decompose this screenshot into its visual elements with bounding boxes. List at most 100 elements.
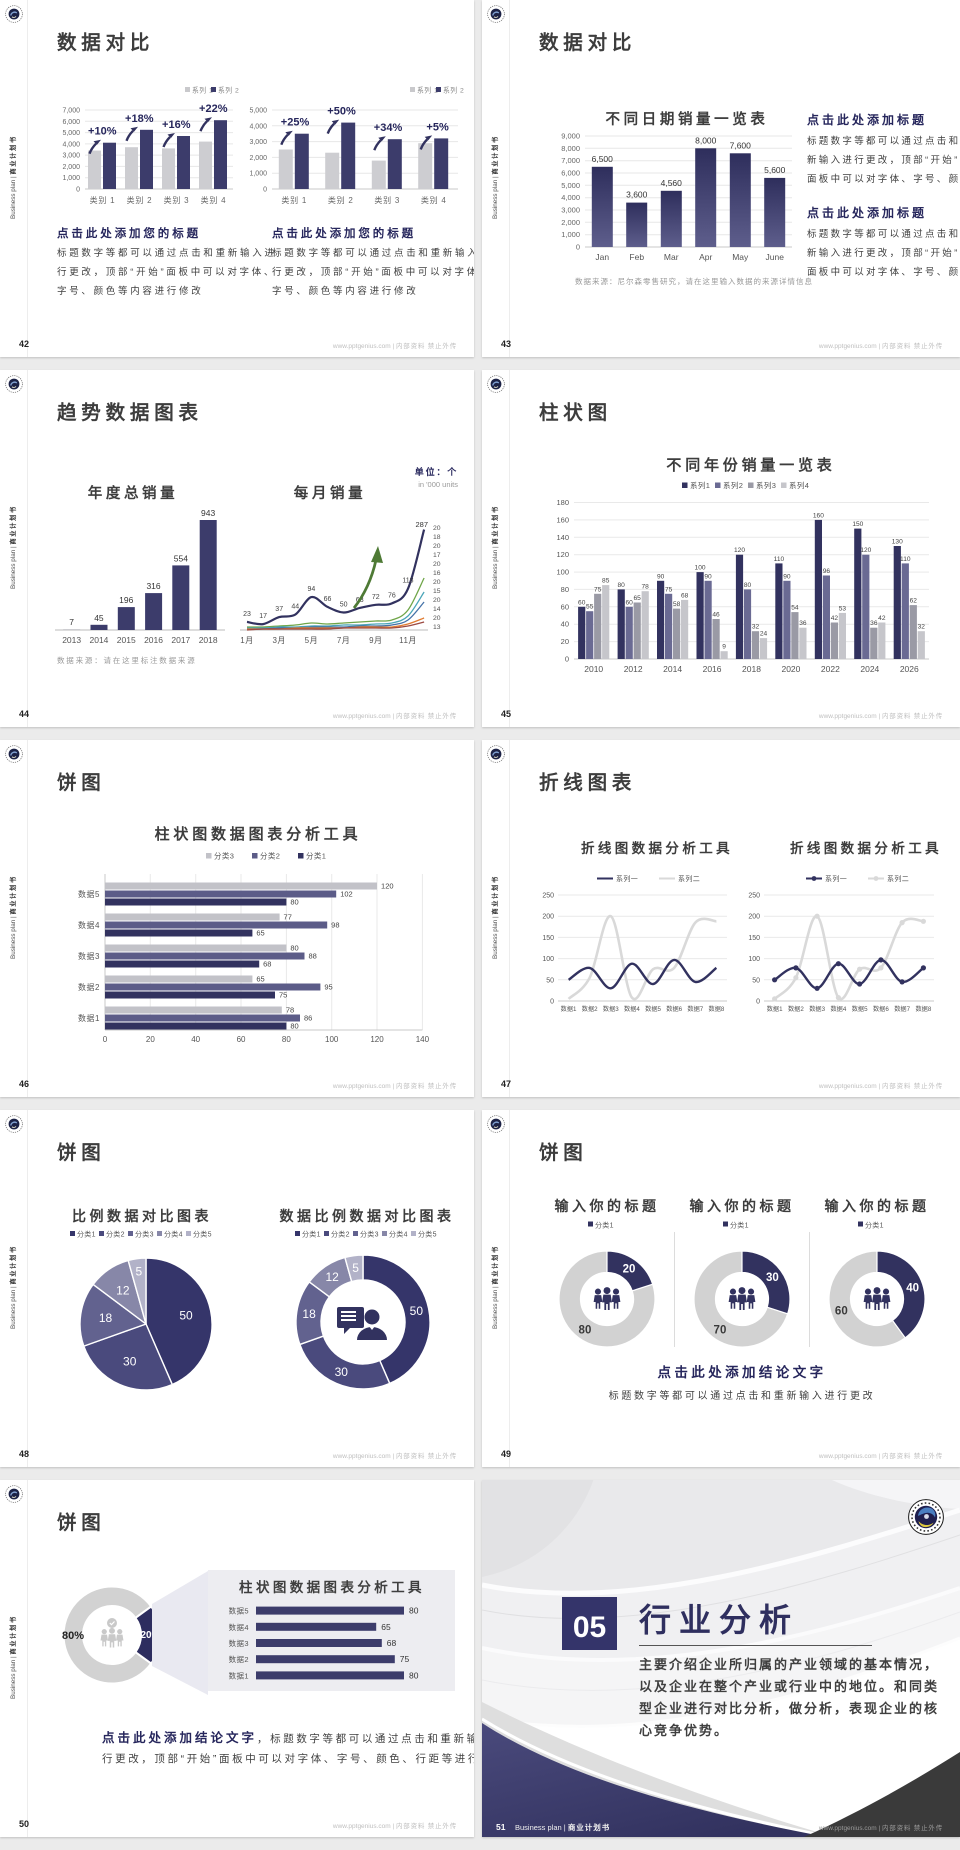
svg-text:18: 18	[302, 1307, 316, 1321]
svg-text:行更改，顶部“开始”面板中可以对字体、: 行更改，顶部“开始”面板中可以对字体、	[272, 266, 474, 278]
svg-text:数据8: 数据8	[915, 1005, 931, 1013]
svg-text:系列 2: 系列 2	[218, 86, 239, 95]
svg-text:2014: 2014	[663, 664, 682, 674]
svg-text:12: 12	[326, 1270, 340, 1284]
svg-text:3月: 3月	[272, 636, 285, 645]
svg-text:554: 554	[174, 553, 188, 563]
svg-text:42: 42	[878, 615, 886, 622]
svg-text:60: 60	[561, 602, 569, 611]
svg-text:100: 100	[325, 1035, 339, 1044]
svg-text:Business plan | 商业计划书: Business plan | 商业计划书	[8, 1615, 17, 1699]
svg-text:100: 100	[695, 565, 706, 572]
svg-text:Mar: Mar	[664, 252, 679, 262]
svg-text:输入你的标题: 输入你的标题	[555, 1198, 660, 1214]
svg-text:标题数字等都可以通过点击和重新输入进: 标题数字等都可以通过点击和重新输入进	[272, 247, 474, 259]
svg-text:1,000: 1,000	[561, 230, 580, 239]
svg-text:20: 20	[433, 543, 441, 550]
svg-text:+18%: +18%	[125, 113, 154, 125]
svg-text:4,560: 4,560	[661, 178, 683, 188]
svg-text:+16%: +16%	[162, 119, 191, 131]
svg-text:7,000: 7,000	[62, 108, 80, 115]
svg-text:18: 18	[433, 534, 441, 541]
svg-text:+34%: +34%	[374, 122, 403, 134]
svg-text:系列 1: 系列 1	[417, 86, 438, 95]
svg-text:70: 70	[714, 1324, 727, 1336]
svg-text:2020: 2020	[781, 664, 800, 674]
svg-text:数据1: 数据1	[229, 1670, 249, 1680]
svg-text:20: 20	[433, 579, 441, 586]
svg-text:20: 20	[623, 1264, 636, 1276]
svg-text:4,000: 4,000	[249, 123, 267, 130]
svg-text:数据3: 数据3	[809, 1005, 825, 1013]
svg-text:Apr: Apr	[699, 252, 712, 262]
svg-text:Business plan | 商业计划书: Business plan | 商业计划书	[8, 135, 17, 219]
svg-text:98: 98	[331, 921, 339, 930]
svg-text:0: 0	[565, 655, 569, 664]
svg-text:5: 5	[352, 1261, 359, 1275]
svg-text:系列二: 系列二	[678, 874, 700, 883]
svg-text:80: 80	[409, 1606, 419, 1616]
svg-text:20%: 20%	[140, 1630, 160, 1641]
svg-text:40: 40	[561, 620, 569, 629]
svg-text:1,000: 1,000	[249, 171, 267, 178]
svg-text:58: 58	[673, 601, 681, 608]
svg-text:78: 78	[286, 1006, 294, 1015]
svg-text:2022: 2022	[821, 664, 840, 674]
svg-text:数据3: 数据3	[78, 951, 100, 961]
svg-text:9: 9	[722, 644, 726, 651]
svg-text:68: 68	[263, 960, 271, 969]
svg-text:250: 250	[748, 893, 760, 900]
svg-text:75: 75	[400, 1654, 410, 1664]
svg-text:5月: 5月	[305, 636, 318, 645]
svg-text:80: 80	[282, 1035, 291, 1044]
svg-text:不同年份销量一览表: 不同年份销量一览表	[666, 456, 835, 474]
svg-text:分类2: 分类2	[331, 1230, 350, 1239]
svg-text:分类5: 分类5	[193, 1230, 212, 1239]
svg-text:0: 0	[756, 999, 760, 1006]
svg-text:www.pptgenius.com | 内部资料 禁止外传: www.pptgenius.com | 内部资料 禁止外传	[818, 1081, 943, 1090]
svg-text:9月: 9月	[369, 636, 382, 645]
svg-text:系列 1: 系列 1	[192, 86, 213, 95]
svg-text:77: 77	[284, 913, 292, 922]
svg-text:系列二: 系列二	[887, 874, 909, 883]
svg-text:www.pptgenius.com | 内部资料 禁止外传: www.pptgenius.com | 内部资料 禁止外传	[818, 1451, 943, 1460]
svg-text:点击此处添加您的标题: 点击此处添加您的标题	[272, 226, 416, 240]
svg-text:51: 51	[496, 1822, 506, 1832]
svg-text:数据6: 数据6	[666, 1005, 682, 1013]
svg-text:55: 55	[586, 604, 594, 611]
svg-text:160: 160	[813, 512, 824, 519]
svg-text:数据3: 数据3	[603, 1005, 619, 1013]
svg-text:40: 40	[906, 1282, 919, 1294]
svg-text:分类2: 分类2	[106, 1230, 125, 1239]
svg-text:42: 42	[831, 615, 839, 622]
svg-text:120: 120	[370, 1035, 384, 1044]
svg-text:66: 66	[324, 596, 332, 603]
svg-text:www.pptgenius.com | 内部资料 禁止外传: www.pptgenius.com | 内部资料 禁止外传	[332, 1821, 457, 1830]
svg-text:+50%: +50%	[327, 106, 356, 118]
svg-text:+25%: +25%	[281, 117, 310, 129]
svg-text:Business plan | 商业计划书: Business plan | 商业计划书	[490, 1245, 499, 1329]
svg-text:90: 90	[783, 573, 791, 580]
svg-text:110: 110	[774, 556, 785, 563]
svg-text:2012: 2012	[624, 664, 643, 674]
svg-text:输入你的标题: 输入你的标题	[825, 1198, 930, 1214]
svg-text:80: 80	[409, 1670, 419, 1680]
svg-text:心竞争优势。: 心竞争优势。	[639, 1723, 729, 1738]
svg-text:类别 4: 类别 4	[201, 195, 227, 205]
svg-text:60: 60	[578, 599, 586, 606]
svg-text:4,000: 4,000	[561, 193, 580, 202]
svg-text:65: 65	[633, 595, 641, 602]
svg-text:17: 17	[433, 552, 441, 559]
svg-text:www.pptgenius.com | 内部资料 禁止外传: www.pptgenius.com | 内部资料 禁止外传	[818, 341, 943, 350]
svg-text:点击此处添加您的标题: 点击此处添加您的标题	[57, 226, 201, 240]
svg-text:主要介绍企业所归属的产业领域的基本情况，: 主要介绍企业所归属的产业领域的基本情况，	[639, 1657, 939, 1672]
svg-text:9,000: 9,000	[561, 132, 580, 141]
svg-text:分类1: 分类1	[865, 1221, 884, 1230]
svg-text:65: 65	[256, 929, 264, 938]
svg-text:系列一: 系列一	[825, 874, 847, 883]
svg-text:0: 0	[550, 999, 554, 1006]
svg-text:数据7: 数据7	[687, 1005, 703, 1013]
svg-text:48: 48	[19, 1449, 29, 1459]
svg-text:行更改，顶部“开始”面板中可以对字体、字号、颜色、行距等进行: 行更改，顶部“开始”面板中可以对字体、字号、颜色、行距等进行修改	[102, 1752, 474, 1765]
svg-text:数据2: 数据2	[582, 1005, 598, 1013]
